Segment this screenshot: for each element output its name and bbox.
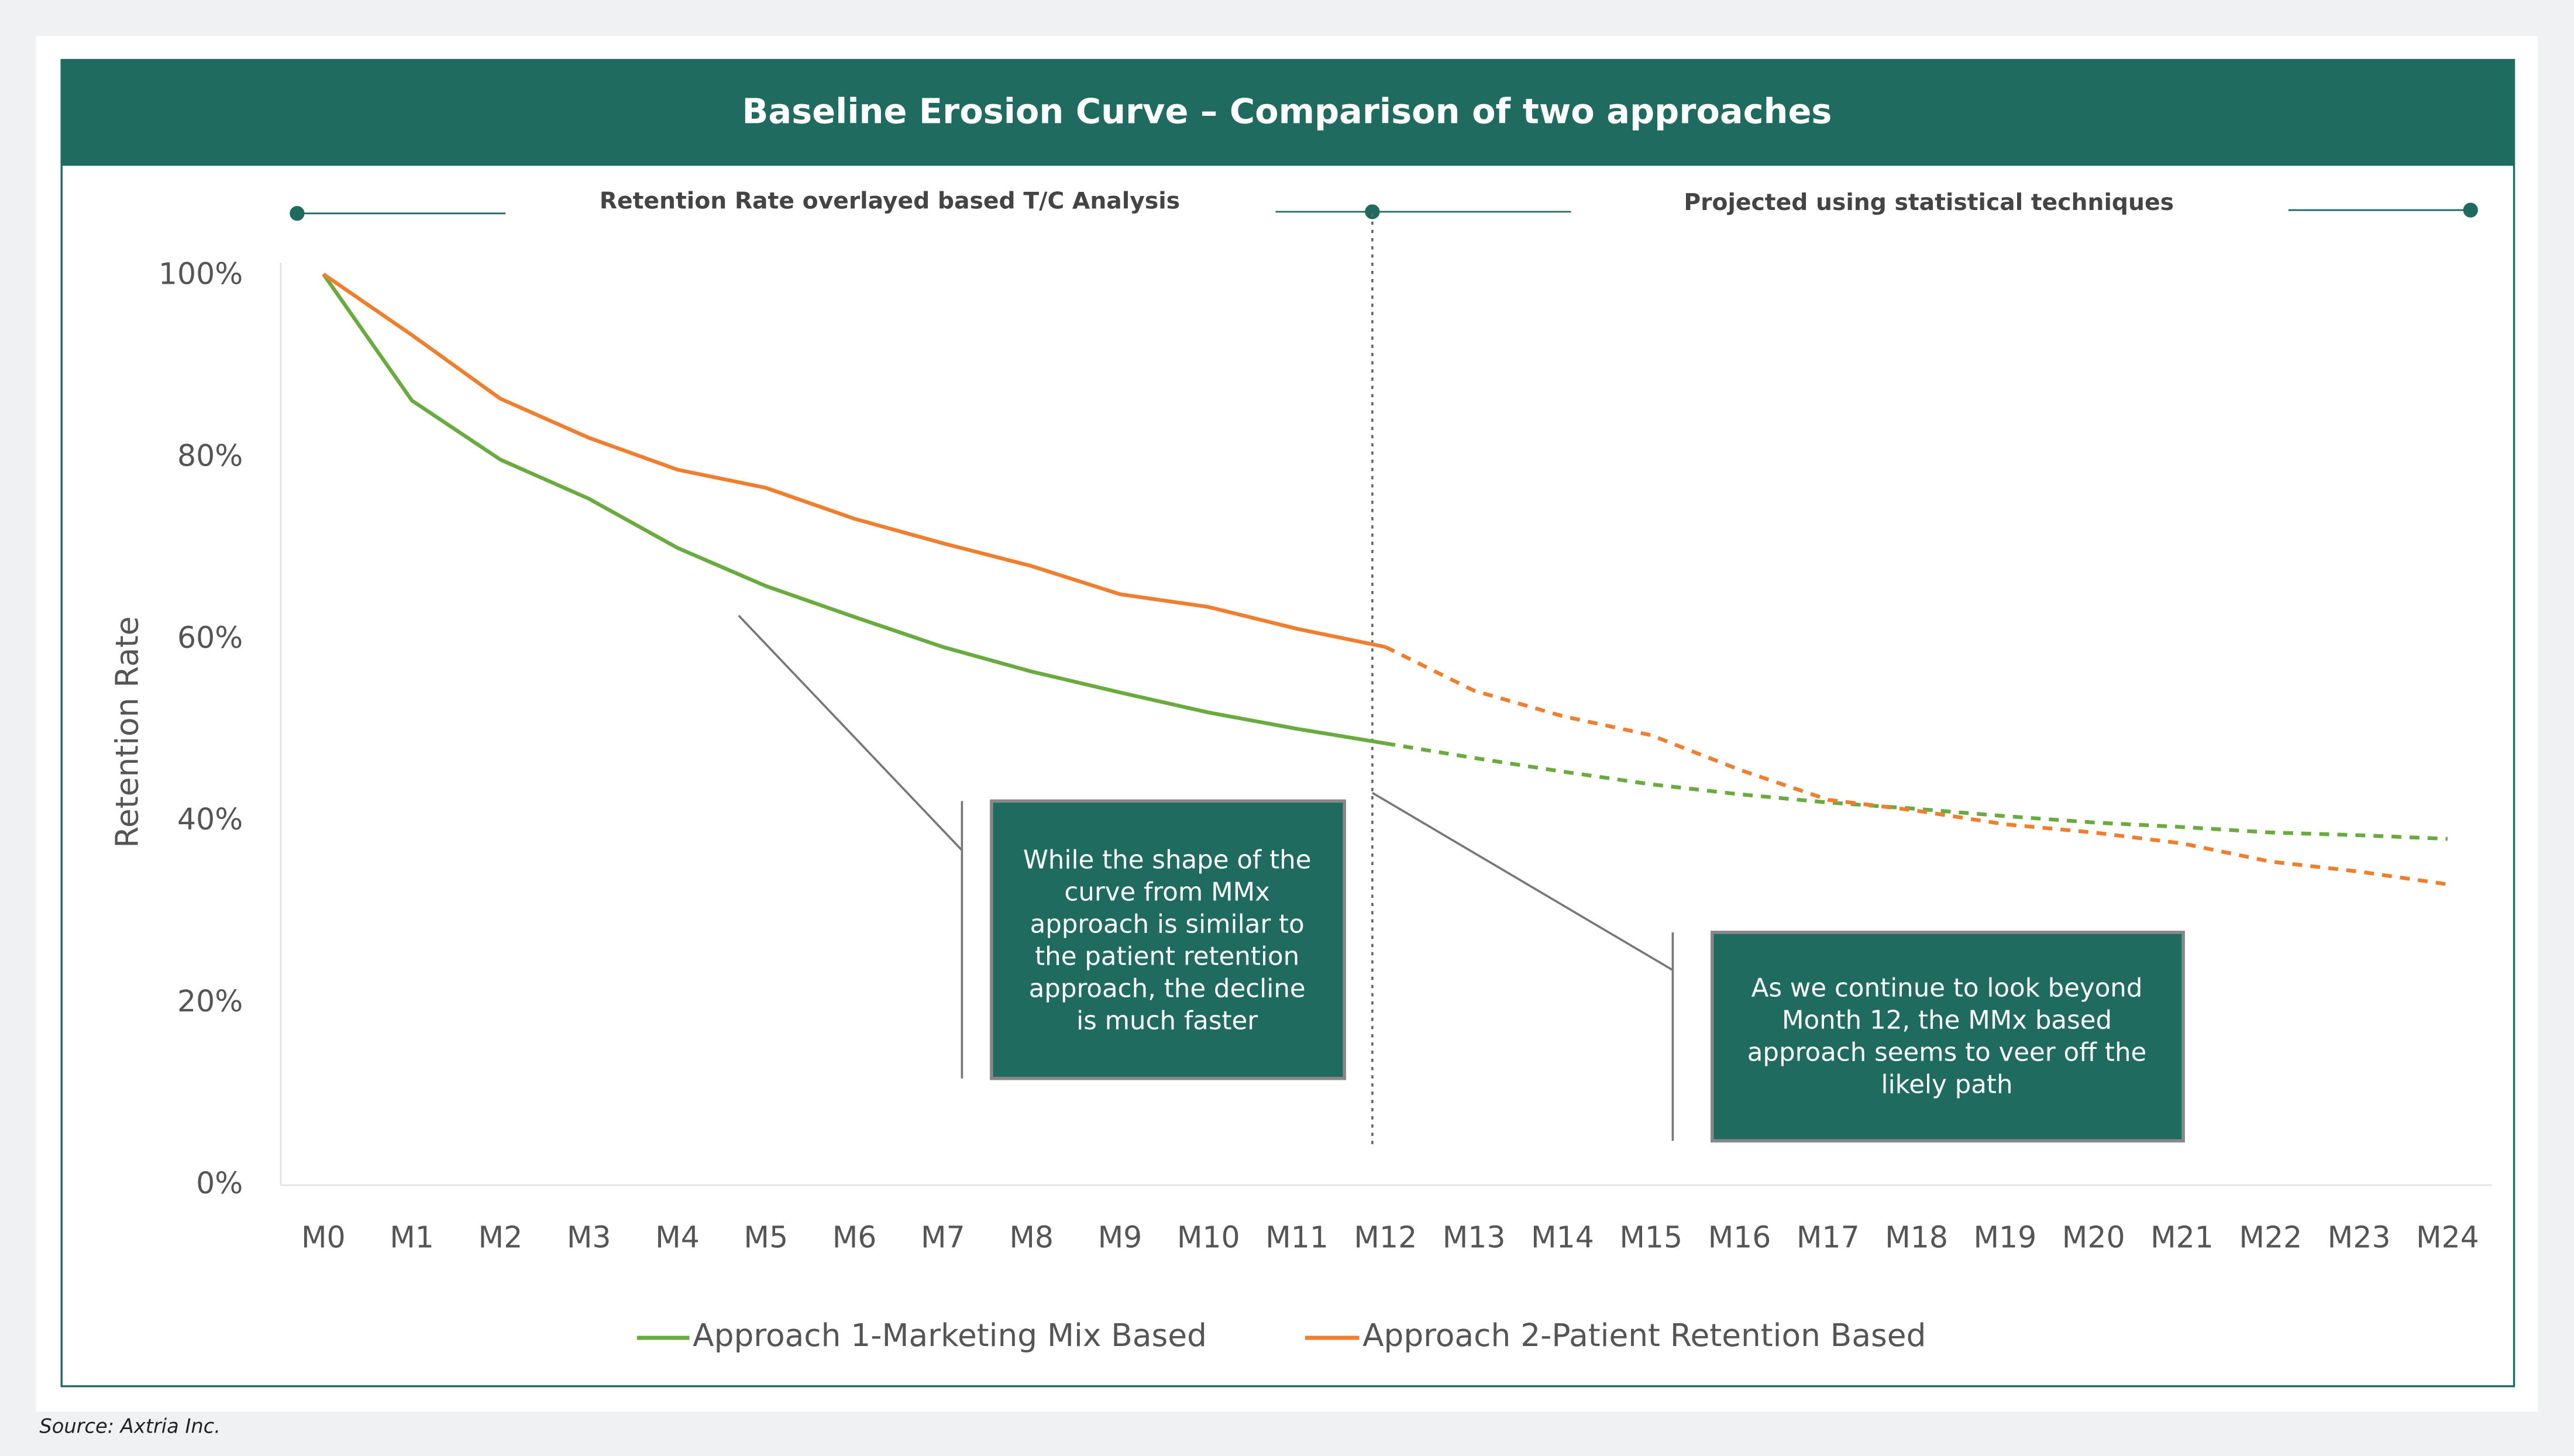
callout-text-2: As we continue to look beyond Month 12, t…	[1747, 973, 2146, 1099]
y-tick-label: 40%	[177, 802, 243, 837]
legend-label-approach1: Approach 1-Marketing Mix Based	[693, 1317, 1207, 1354]
x-tick-label: M24	[2416, 1220, 2479, 1255]
callout-line: is much faster	[1076, 1006, 1258, 1035]
y-tick-label: 80%	[177, 438, 243, 473]
x-tick-label: M17	[1797, 1220, 1860, 1255]
y-tick-label: 20%	[177, 984, 243, 1018]
callout-line: approach, the decline	[1029, 974, 1306, 1003]
x-tick-label: M19	[1973, 1220, 2036, 1255]
callout-leaders	[738, 615, 1674, 1141]
x-tick-label: M7	[921, 1220, 965, 1255]
y-tick-label: 60%	[177, 620, 243, 655]
callout-line: As we continue to look beyond	[1751, 973, 2143, 1003]
x-tick-label: M22	[2239, 1220, 2302, 1255]
series-1-projected-line	[1385, 741, 2448, 841]
y-tick-label: 0%	[196, 1166, 243, 1200]
x-tick-label: M1	[390, 1220, 434, 1255]
callout-line: approach is similar to	[1030, 910, 1305, 939]
marker-dot	[1365, 204, 1380, 219]
x-tick-label: M0	[301, 1220, 346, 1255]
x-tick-label: M15	[1619, 1220, 1682, 1255]
x-tick-label: M16	[1708, 1220, 1771, 1255]
x-tick-label: M20	[2062, 1220, 2125, 1255]
y-tick-labels: 0% 20% 40% 60% 80% 100%	[159, 256, 243, 1200]
callout-line: Month 12, the MMx based	[1782, 1006, 2112, 1035]
projected-section-label: Projected using statistical techniques	[1684, 190, 2174, 216]
y-axis-title: Retention Rate	[109, 616, 146, 848]
chart-title: Baseline Erosion Curve – Comparison of t…	[742, 91, 1832, 131]
source-note: Source: Axtria Inc.	[39, 1414, 221, 1438]
leader-line	[738, 615, 963, 851]
legend-label-approach2: Approach 2-Patient Retention Based	[1362, 1317, 1926, 1354]
x-tick-label: M5	[744, 1220, 788, 1255]
callout-line: curve from MMx	[1064, 877, 1269, 907]
callout-box-2	[1710, 931, 2185, 1143]
x-tick-label: M10	[1177, 1220, 1240, 1255]
x-tick-label: M9	[1098, 1220, 1143, 1255]
x-tick-label: M23	[2328, 1220, 2391, 1255]
section-markers	[290, 202, 2478, 221]
x-tick-labels: M0 M1 M2 M3 M4 M5 M6 M7 M8 M9 M10 M11 M12 M13 M14 M15 M1…	[301, 1220, 2479, 1255]
x-tick-label: M2	[479, 1220, 523, 1255]
card	[36, 36, 2538, 1412]
x-tick-label: M21	[2150, 1220, 2214, 1255]
y-tick-label: 100%	[159, 256, 243, 291]
observed-section-label: Retention Rate overlayed based T/C Analy…	[600, 188, 1180, 214]
callout-line: approach seems to veer off the	[1747, 1038, 2146, 1067]
callout-box-1	[990, 799, 1347, 1080]
x-tick-label: M14	[1531, 1220, 1594, 1255]
callout-line: likely path	[1881, 1070, 2013, 1099]
leader-line	[1371, 791, 1674, 971]
series-lines	[322, 272, 2448, 886]
x-tick-label: M13	[1443, 1220, 1506, 1255]
series-1-observed-line	[322, 273, 1386, 745]
x-tick-label: M11	[1265, 1220, 1329, 1255]
x-tick-label: M6	[832, 1220, 877, 1255]
marker-dot	[290, 206, 305, 221]
legend: Approach 1-Marketing Mix Based Approach …	[636, 1317, 1926, 1354]
series-2-observed-line	[322, 272, 1386, 649]
x-tick-label: M18	[1885, 1220, 1948, 1255]
x-tick-label: M8	[1009, 1220, 1054, 1255]
x-tick-label: M12	[1354, 1220, 1417, 1255]
x-tick-label: M3	[567, 1220, 611, 1255]
header-bar	[60, 59, 2515, 166]
callout-line: While the shape of the	[1023, 845, 1312, 875]
callout-text-1: While the shape of the curve from MMx appr…	[1023, 845, 1312, 1035]
x-tick-label: M4	[655, 1220, 700, 1255]
callout-line: the patient retention	[1035, 942, 1299, 971]
marker-dot	[2463, 202, 2478, 218]
